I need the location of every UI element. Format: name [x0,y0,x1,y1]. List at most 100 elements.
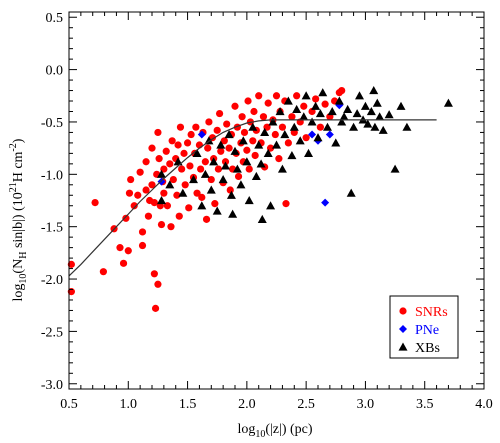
point-xbs [277,164,287,173]
point-snrs [180,149,188,157]
data-points [67,86,453,312]
point-snrs [293,92,301,100]
point-snrs [255,92,263,100]
point-snrs [202,215,211,223]
point-snrs [154,280,162,288]
point-xbs [200,169,210,178]
point-snrs [302,134,310,142]
point-snrs [259,113,268,121]
point-snrs [316,123,324,131]
y-tick-label: -1.5 [41,221,63,236]
point-snrs [240,128,249,137]
point-xbs [283,96,293,105]
point-snrs [173,191,181,199]
legend-label-xbs: XBs [415,341,440,356]
point-xbs [209,157,219,166]
point-snrs [278,123,287,131]
x-tick-label: 4.0 [475,397,493,412]
point-xbs [230,146,240,155]
point-snrs [245,165,253,173]
point-snrs [134,191,142,199]
point-xbs [318,88,328,97]
point-snrs [155,155,163,163]
point-snrs [175,212,183,220]
point-snrs [67,260,75,268]
point-snrs [312,95,320,103]
point-snrs [122,214,130,222]
point-snrs [288,113,296,121]
point-snrs [150,198,158,207]
point-xbs [396,101,406,110]
axis-ticks: 0.5 1.0 1.5 2.0 2.5 3.0 3.5 4.0 0.5 0.0 -0.5 -1.0 -1… [41,11,493,412]
point-snrs [124,247,132,255]
y-axis-label: log10(NH sin|b|) (1021H cm-2) [8,138,29,301]
series-xbs [156,86,453,223]
point-snrs [220,137,228,145]
point-xbs [178,188,188,197]
point-xbs [197,201,207,210]
point-snrs [234,172,243,181]
point-xbs [355,91,364,100]
point-snrs [214,165,222,173]
point-xbs [232,164,242,173]
x-tick-label: 2.0 [238,397,256,412]
point-snrs [130,202,138,210]
point-xbs [352,109,362,118]
point-snrs [244,97,252,105]
point-snrs [225,144,233,152]
point-snrs [208,134,217,142]
point-snrs [181,181,189,189]
point-xbs [322,122,332,131]
point-xbs [275,106,285,116]
point-snrs [162,147,170,155]
point-snrs [167,223,175,231]
x-tick-label: 3.5 [416,397,434,412]
y-axis-label-p3: sin|b|) (10 [11,192,26,251]
point-snrs [186,162,194,170]
point-xbs [346,188,356,197]
point-snrs [198,193,206,201]
point-snrs [193,189,201,197]
point-xbs [299,112,309,121]
point-snrs [215,109,224,118]
point-snrs [176,123,185,131]
point-snrs [154,128,162,137]
x-axis-label-sub: 10 [255,429,265,440]
point-xbs [301,91,311,100]
point-xbs [268,117,278,126]
point-xbs [315,109,325,118]
point-snrs [125,189,134,197]
y-axis-label-s2: H [18,252,29,259]
point-snrs [275,155,283,163]
y-axis-label-p5: ) [11,138,26,143]
point-snrs [142,158,150,166]
point-snrs [192,123,200,131]
point-snrs [251,151,259,160]
point-xbs [360,101,370,110]
point-snrs [226,186,234,194]
x-axis-label: log10(|z|) (pc) [237,422,312,440]
point-snrs [166,160,174,168]
point-xbs [224,130,234,139]
point-snrs [201,158,209,166]
point-snrs [174,141,182,149]
point-xbs [221,161,231,170]
point-xbs [206,185,216,194]
point-snrs [119,259,128,267]
y-tick-label: -2.5 [41,325,63,340]
legend-label-pne: PNe [415,323,439,338]
point-xbs [292,104,302,113]
legend-label-snrs: SNRs [415,305,448,320]
series-snrs [67,86,346,312]
point-xbs [254,140,264,149]
plot-frame [68,11,485,390]
point-xbs [289,122,299,131]
point-snrs [151,304,160,312]
point-snrs [271,130,279,139]
point-snrs [138,228,147,236]
point-xbs [226,190,236,199]
point-snrs [321,100,329,108]
legend-marker-pne [399,325,407,333]
point-snrs [136,168,144,176]
point-xbs [236,180,246,189]
